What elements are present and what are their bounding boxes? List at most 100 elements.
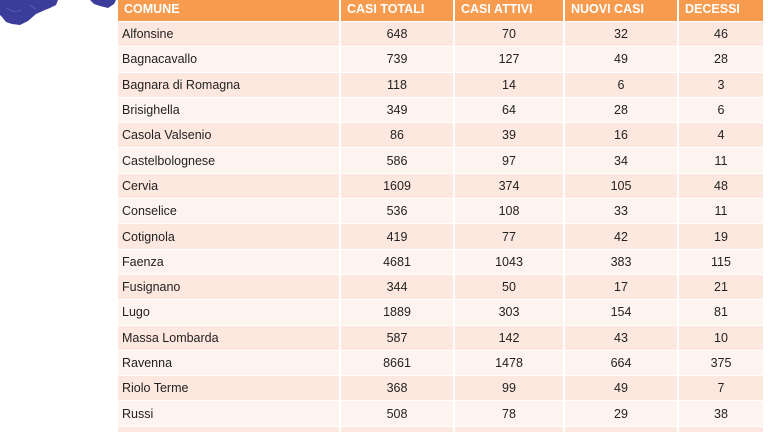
cell-casi-attivi: 25 (454, 425, 565, 432)
table-row: Ravenna 8661 1478 664 375 (118, 349, 763, 376)
table-row: Conselice 536 108 33 11 (118, 198, 763, 224)
cell-casi-attivi: 303 (454, 299, 565, 326)
cell-nuovi-casi: 383 (564, 248, 679, 275)
cell-decessi: 4 (678, 122, 763, 148)
table-row: Alfonsine 648 70 32 46 (118, 20, 763, 47)
cell-comune: Casola Valsenio (118, 122, 341, 148)
cell-casi-attivi: 14 (454, 71, 565, 98)
table-row: Massa Lombarda 587 142 43 10 (118, 324, 763, 351)
cell-casi-attivi: 1478 (454, 349, 565, 376)
map-region-shape-small (90, 0, 116, 8)
cell-nuovi-casi: 42 (564, 223, 679, 250)
cell-nuovi-casi: 16 (564, 122, 679, 148)
cell-comune: Russi (118, 400, 341, 427)
cell-nuovi-casi: 32 (564, 20, 679, 47)
cell-casi-totali: 118 (340, 71, 455, 98)
header-casi-attivi: CASI ATTIVI (454, 0, 565, 22)
cell-casi-attivi: 99 (454, 375, 565, 401)
table-row: Brisighella 349 64 28 6 (118, 96, 763, 123)
cell-nuovi-casi: 9 (564, 425, 679, 432)
cell-casi-attivi: 64 (454, 96, 565, 123)
covid-cases-table: COMUNE CASI TOTALI CASI ATTIVI NUOVI CAS… (118, 0, 763, 432)
cell-comune: Massa Lombarda (118, 324, 341, 351)
cell-decessi: 3 (678, 71, 763, 98)
cell-decessi: 6 (678, 96, 763, 123)
cell-nuovi-casi: 6 (564, 71, 679, 98)
cell-casi-totali: 368 (340, 375, 455, 401)
cell-nuovi-casi: 34 (564, 147, 679, 174)
cell-decessi: 48 (678, 172, 763, 199)
cell-decessi: 11 (678, 147, 763, 174)
table-row: Faenza 4681 1043 383 115 (118, 248, 763, 275)
table-row: Fusignano 344 50 17 21 (118, 273, 763, 300)
cell-casi-totali: 349 (340, 96, 455, 123)
cell-casi-totali: 1889 (340, 299, 455, 326)
cell-nuovi-casi: 33 (564, 198, 679, 224)
table-row: Cotignola 419 77 42 19 (118, 223, 763, 250)
province-map-graphic (0, 0, 116, 25)
covid-cases-table-container: COMUNE CASI TOTALI CASI ATTIVI NUOVI CAS… (118, 0, 763, 432)
cell-decessi: 28 (678, 46, 763, 73)
cell-decessi: 10 (678, 324, 763, 351)
cell-casi-attivi: 70 (454, 20, 565, 47)
cell-casi-totali: 739 (340, 46, 455, 73)
cell-decessi: 38 (678, 400, 763, 427)
cell-casi-totali: 1609 (340, 172, 455, 199)
cell-comune: Fusignano (118, 273, 341, 300)
cell-casi-attivi: 108 (454, 198, 565, 224)
cell-casi-attivi: 1043 (454, 248, 565, 275)
cell-casi-totali: 586 (340, 147, 455, 174)
cell-comune: Cotignola (118, 223, 341, 250)
cell-casi-totali: 4681 (340, 248, 455, 275)
header-comune: COMUNE (118, 0, 341, 22)
cell-nuovi-casi: 49 (564, 375, 679, 401)
table-row: Lugo 1889 303 154 81 (118, 299, 763, 326)
cell-nuovi-casi: 49 (564, 46, 679, 73)
cell-comune: Alfonsine (118, 20, 341, 47)
cell-nuovi-casi: 154 (564, 299, 679, 326)
cell-comune: Riolo Terme (118, 375, 341, 401)
cell-casi-totali: 179 (340, 425, 455, 432)
cell-nuovi-casi: 17 (564, 273, 679, 300)
table-row: Bagnacavallo 739 127 49 28 (118, 46, 763, 73)
table-row: Bagnara di Romagna 118 14 6 3 (118, 71, 763, 98)
cell-casi-totali: 648 (340, 20, 455, 47)
cell-casi-totali: 8661 (340, 349, 455, 376)
cell-decessi: 115 (678, 248, 763, 275)
table-row: Castelbolognese 586 97 34 11 (118, 147, 763, 174)
cell-nuovi-casi: 28 (564, 96, 679, 123)
cell-casi-totali: 536 (340, 198, 455, 224)
cell-nuovi-casi: 105 (564, 172, 679, 199)
cell-decessi: 5 (678, 425, 763, 432)
header-nuovi-casi: NUOVI CASI (564, 0, 679, 22)
cell-comune: Sant'Agata sul Santerno (118, 425, 341, 432)
table-row: Casola Valsenio 86 39 16 4 (118, 122, 763, 148)
table-row: Riolo Terme 368 99 49 7 (118, 375, 763, 401)
header-casi-totali: CASI TOTALI (340, 0, 455, 22)
cell-casi-attivi: 97 (454, 147, 565, 174)
cell-comune: Brisighella (118, 96, 341, 123)
cell-casi-totali: 419 (340, 223, 455, 250)
cell-decessi: 21 (678, 273, 763, 300)
cell-decessi: 7 (678, 375, 763, 401)
cell-comune: Bagnacavallo (118, 46, 341, 73)
cell-casi-totali: 587 (340, 324, 455, 351)
table-body: Alfonsine 648 70 32 46 Bagnacavallo 739 127 49 28… (118, 20, 763, 432)
cell-nuovi-casi: 29 (564, 400, 679, 427)
map-region-shape (0, 0, 58, 25)
header-decessi: DECESSI (678, 0, 763, 22)
table-header-row: COMUNE CASI TOTALI CASI ATTIVI NUOVI CAS… (118, 0, 763, 22)
cell-casi-attivi: 142 (454, 324, 565, 351)
cell-casi-attivi: 39 (454, 122, 565, 148)
table-row: Russi 508 78 29 38 (118, 400, 763, 427)
cell-casi-attivi: 127 (454, 46, 565, 73)
cell-casi-totali: 86 (340, 122, 455, 148)
map-region-outline (5, 4, 37, 13)
cell-decessi: 81 (678, 299, 763, 326)
cell-nuovi-casi: 43 (564, 324, 679, 351)
cell-comune: Lugo (118, 299, 341, 326)
cell-comune: Castelbolognese (118, 147, 341, 174)
cell-casi-attivi: 77 (454, 223, 565, 250)
cell-comune: Conselice (118, 198, 341, 224)
table-row: Sant'Agata sul Santerno1792595 (118, 425, 763, 432)
